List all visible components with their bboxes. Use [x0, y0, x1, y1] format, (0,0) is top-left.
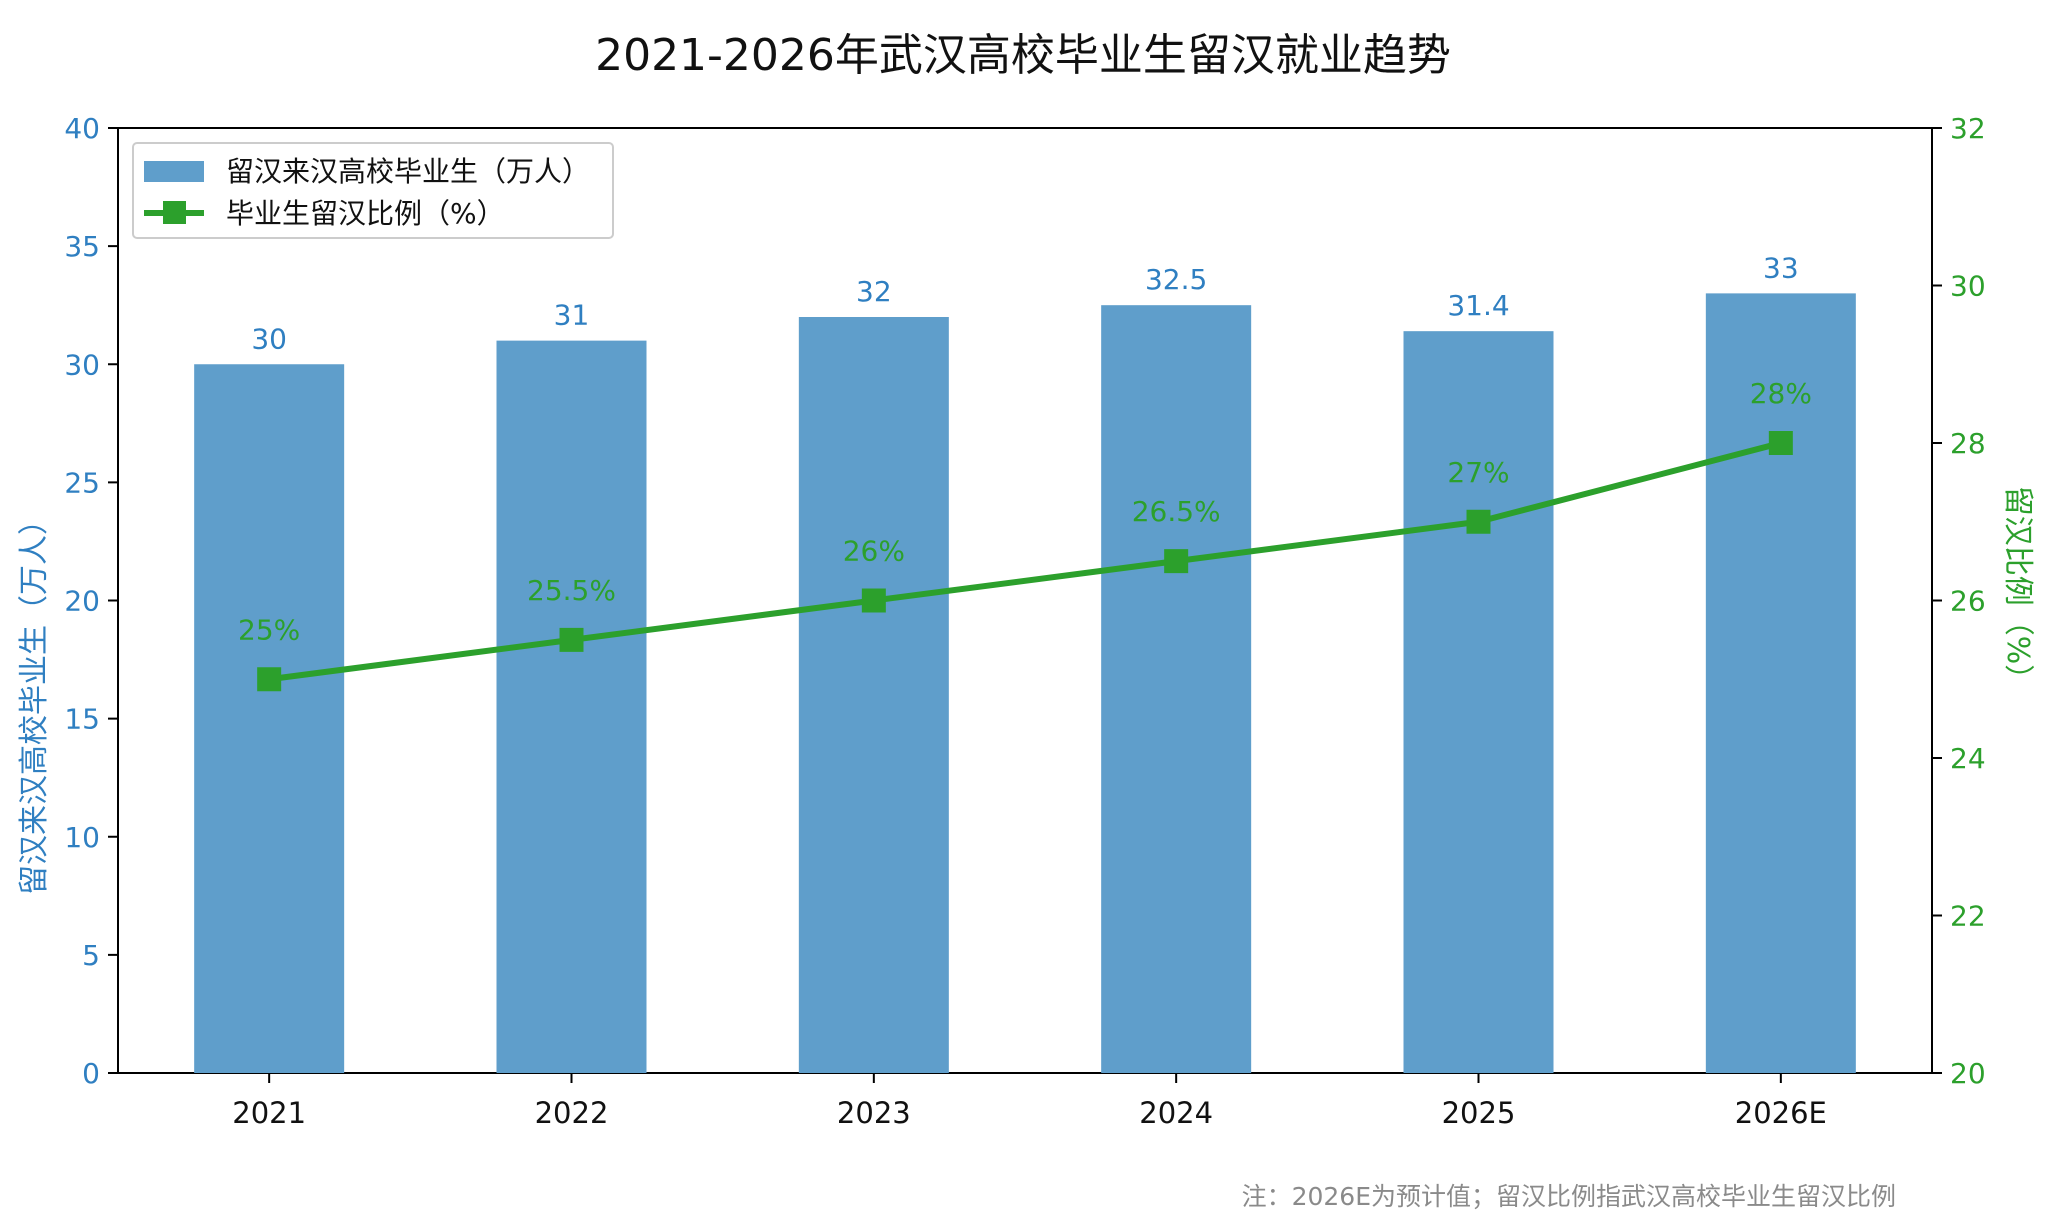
x-tick-label: 2022: [535, 1096, 609, 1130]
right-axis: 20 22 24 26 28 30 32: [1932, 112, 1986, 1090]
line-path: [268, 440, 1782, 683]
bar: [194, 364, 345, 1073]
y-left-tick-label: 0: [82, 1057, 100, 1090]
bar: [1705, 293, 1856, 1073]
y-axis-left-label: 留汉来汉高校毕业生（万人）: [17, 505, 52, 895]
bar-data-label: 32.5: [1145, 263, 1207, 296]
y-left-tick-label: 10: [64, 821, 100, 854]
line-data-label: 27%: [1447, 456, 1509, 489]
y-right-tick-label: 28: [1950, 427, 1986, 460]
bar-data-label: 31: [554, 299, 590, 332]
bar: [798, 317, 949, 1073]
y-left-tick-label: 15: [64, 703, 100, 736]
bar-data-label: 30: [251, 322, 287, 355]
left-axis: 0 5 10 15 20 25 30 35 40: [64, 112, 118, 1090]
y-right-tick-label: 30: [1950, 270, 1986, 303]
bar: [496, 340, 647, 1073]
y-right-tick-label: 26: [1950, 585, 1986, 618]
plot-frame: [117, 127, 1933, 1074]
plot-area: [117, 127, 1933, 1074]
y-right-tick-label: 22: [1950, 900, 1986, 933]
y-right-tick-label: 24: [1950, 742, 1986, 775]
x-tick-label: 2026E: [1735, 1096, 1827, 1130]
legend: 留汉来汉高校毕业生（万人） 毕业生留汉比例（%）: [132, 142, 614, 239]
line-marker: [559, 627, 584, 652]
line-data-label: 28%: [1750, 377, 1812, 410]
legend-box: [132, 142, 614, 239]
bar-series: [194, 293, 1856, 1073]
footnote: 注：2026E为预计值；留汉比例指武汉高校毕业生留汉比例: [1242, 1182, 1896, 1211]
bar: [1101, 305, 1252, 1073]
chart-title: 2021-2026年武汉高校毕业生留汉就业趋势: [595, 30, 1451, 81]
bar-data-labels: 30 31 32 32.5 31.4 33: [251, 251, 1798, 355]
line-marker: [1466, 509, 1491, 534]
legend-line-label: 毕业生留汉比例（%）: [226, 197, 505, 230]
bar-data-label: 33: [1763, 251, 1799, 284]
y-right-tick-label: 32: [1950, 112, 1986, 145]
x-tick-label: 2023: [837, 1096, 911, 1130]
x-tick-label: 2021: [232, 1096, 306, 1130]
legend-bar-label: 留汉来汉高校毕业生（万人）: [226, 155, 590, 188]
legend-line-marker: [163, 201, 186, 224]
y-left-tick-label: 35: [64, 230, 100, 263]
line-marker: [861, 588, 886, 613]
x-axis: 2021 2022 2023 2024 2025 2026E: [232, 1073, 1827, 1130]
line-marker: [1164, 549, 1189, 574]
y-right-tick-label: 20: [1950, 1057, 1986, 1090]
line-series: [257, 431, 1793, 692]
y-left-tick-label: 20: [64, 585, 100, 618]
y-left-tick-label: 30: [64, 348, 100, 381]
line-data-label: 26%: [843, 535, 905, 568]
x-tick-label: 2024: [1139, 1096, 1213, 1130]
line-data-label: 26.5%: [1132, 495, 1221, 528]
y-left-tick-label: 5: [82, 939, 100, 972]
x-tick-label: 2025: [1442, 1096, 1516, 1130]
y-axis-right-label: 留汉比例（%）: [2000, 486, 2035, 695]
legend-bar-swatch: [144, 161, 204, 182]
y-left-tick-label: 25: [64, 466, 100, 499]
line-data-label: 25%: [238, 613, 300, 646]
bar-data-label: 32: [856, 275, 892, 308]
line-marker: [257, 667, 282, 692]
bar-data-label: 31.4: [1447, 289, 1509, 322]
line-data-labels: 25% 25.5% 26% 26.5% 27% 28%: [238, 377, 1812, 646]
bar: [1403, 331, 1554, 1073]
line-marker: [1768, 431, 1793, 455]
line-data-label: 25.5%: [527, 574, 616, 607]
y-left-tick-label: 40: [64, 112, 100, 145]
